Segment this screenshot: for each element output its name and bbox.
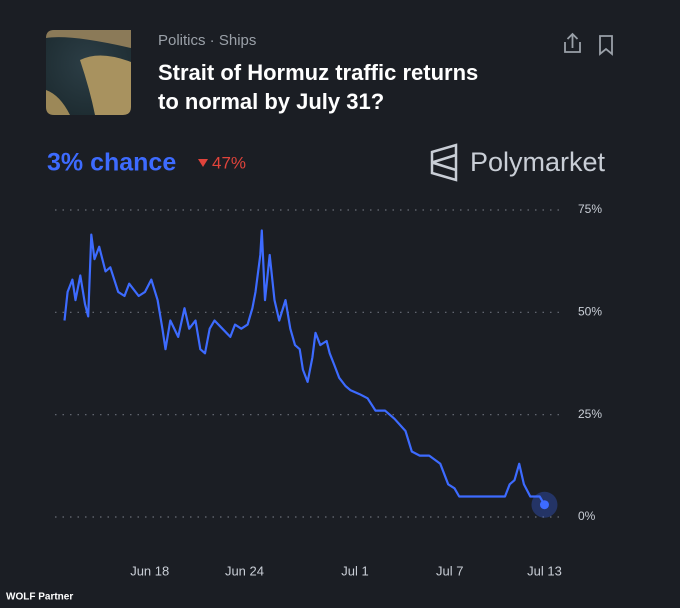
market-title: Strait of Hormuz traffic returns to norma… <box>158 60 478 114</box>
current-point <box>539 500 549 510</box>
x-tick-label: Jul 7 <box>436 563 463 578</box>
change: 47% <box>212 153 246 172</box>
y-tick-label: 50% <box>578 305 602 319</box>
down-arrow <box>198 159 208 167</box>
share-icon[interactable] <box>564 32 581 53</box>
bookmark-icon[interactable] <box>599 35 613 56</box>
y-tick-label: 25% <box>578 407 602 421</box>
footer: WOLF Partner <box>6 592 73 603</box>
price-line <box>63 229 546 506</box>
x-tick-label: Jul 1 <box>341 563 368 578</box>
brand-logo <box>430 143 458 182</box>
thumbnail <box>46 30 131 115</box>
category: Politics · Ships <box>158 32 256 49</box>
y-tick-label: 0% <box>578 509 596 523</box>
brand: Polymarket <box>470 147 606 177</box>
x-tick-label: Jul 13 <box>527 563 562 578</box>
y-tick-label: 75% <box>578 202 602 216</box>
x-tick-label: Jun 24 <box>225 563 264 578</box>
chance: 3% chance <box>47 149 176 177</box>
x-tick-label: Jun 18 <box>130 563 169 578</box>
